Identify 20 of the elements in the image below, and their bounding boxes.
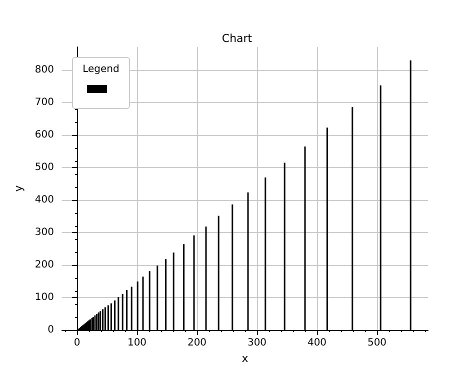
y-tick-label: 600	[34, 129, 54, 140]
legend-box: Legend	[72, 57, 130, 109]
y-tick-label: 100	[34, 292, 54, 303]
legend-title: Legend	[82, 64, 120, 75]
x-tick-label: 500	[367, 338, 387, 348]
x-axis-title: x	[242, 352, 249, 365]
y-tick-label: 500	[34, 162, 54, 173]
x-tick-label: 400	[307, 338, 327, 348]
y-tick-label: 400	[34, 194, 54, 206]
x-tick-label: 300	[247, 338, 267, 348]
y-axis-title: y	[12, 184, 26, 192]
y-tick-label: 800	[34, 64, 54, 76]
x-tick-label: 100	[127, 338, 147, 348]
chart-title: Chart	[222, 32, 253, 45]
y-tick-label: 200	[34, 259, 54, 270]
y-tick-label: 0	[48, 324, 54, 336]
y-tick-label: 300	[34, 226, 54, 238]
x-tick-label: 200	[187, 338, 207, 348]
x-tick-label: 0	[74, 338, 80, 348]
y-tick-label: 700	[34, 96, 54, 108]
